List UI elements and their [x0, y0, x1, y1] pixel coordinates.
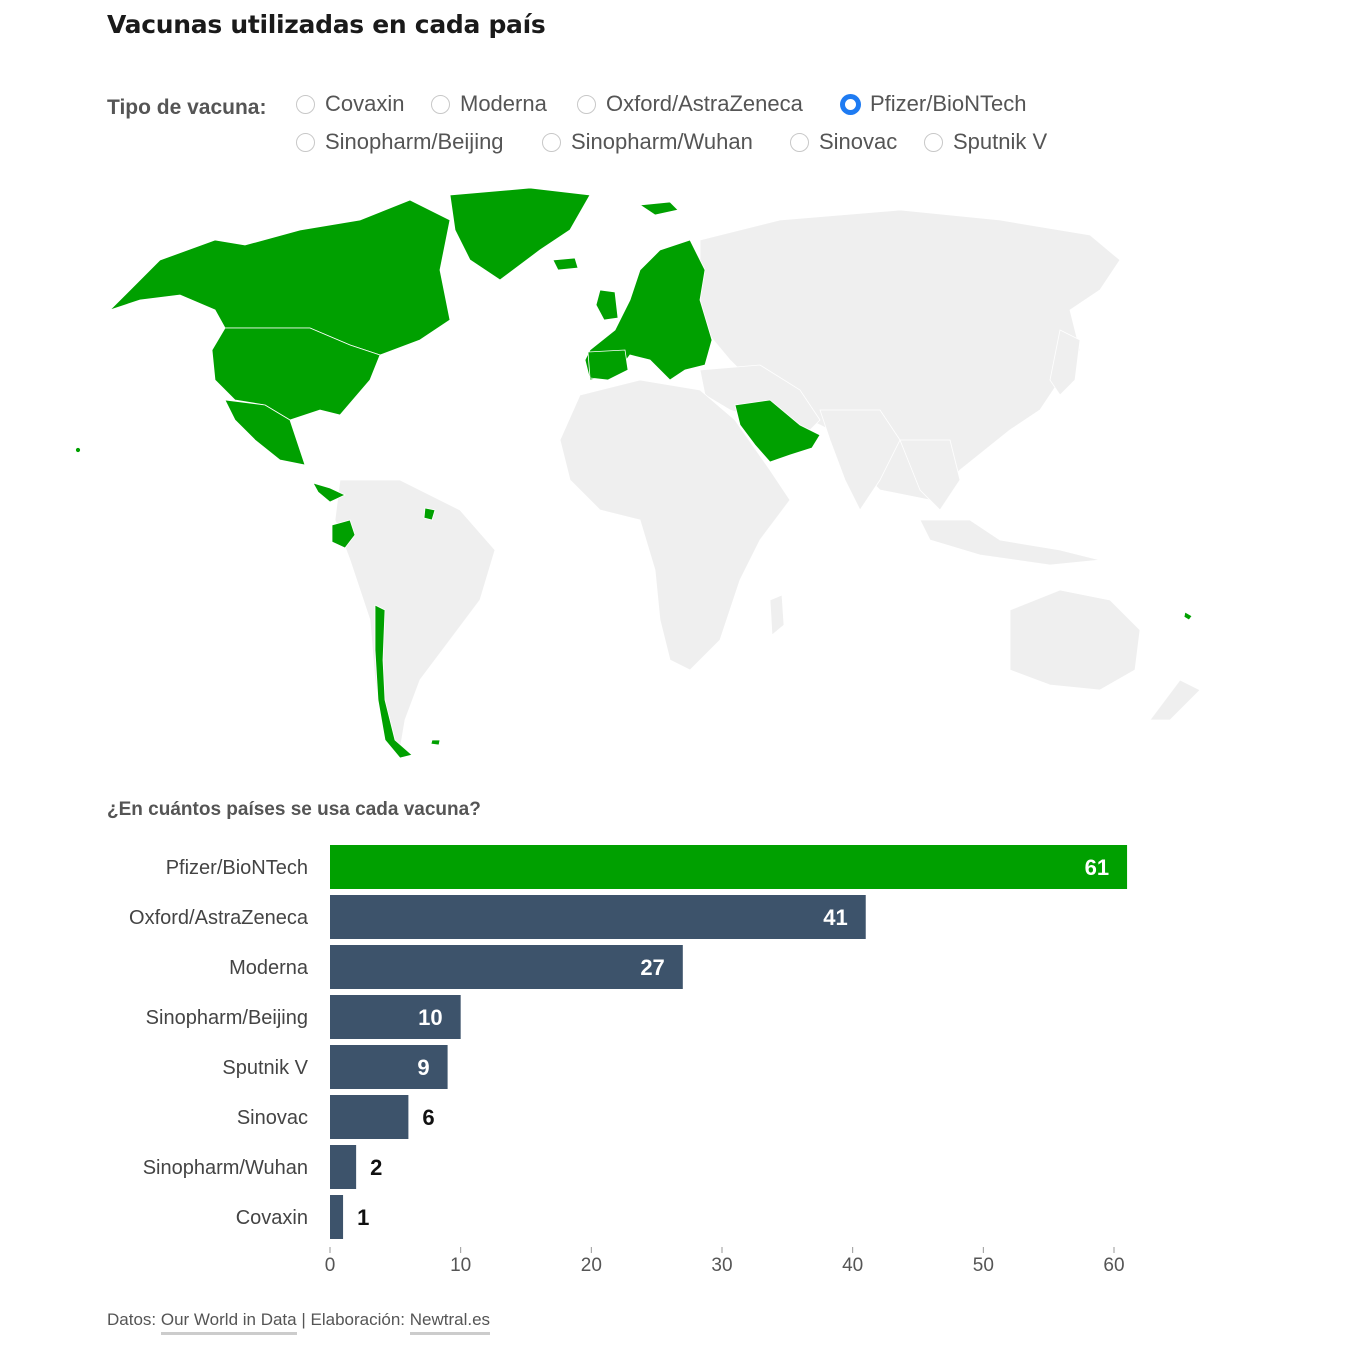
map-guyana — [423, 507, 436, 521]
map-new-zealand — [1149, 679, 1201, 721]
bar-category-label: Moderna — [229, 957, 309, 979]
radio-indicator[interactable] — [542, 132, 561, 152]
bar — [330, 1145, 357, 1189]
bar-category-label: Covaxin — [236, 1207, 308, 1229]
radio-label: Oxford/AstraZeneca — [606, 91, 803, 116]
radio-sinopharm-beijing[interactable]: Sinopharm/Beijing — [296, 129, 504, 155]
radio-indicator[interactable] — [790, 132, 809, 152]
bar-value-label: 61 — [1085, 855, 1109, 880]
bar — [330, 1045, 448, 1089]
map-usa — [211, 327, 381, 421]
x-tick-label: 0 — [325, 1255, 336, 1276]
radio-sinovac[interactable]: Sinovac — [790, 129, 897, 155]
map-indonesia — [919, 519, 1101, 566]
bar-value-label: 41 — [823, 905, 847, 930]
radio-indicator[interactable] — [431, 94, 450, 114]
datos-label: Datos: — [107, 1310, 157, 1329]
map-hawaii — [75, 447, 81, 453]
radio-label: Moderna — [460, 91, 547, 116]
map-uk — [595, 289, 619, 321]
map-japan — [1049, 329, 1081, 396]
map-australia — [1009, 589, 1141, 691]
map-africa — [559, 379, 791, 671]
radio-indicator[interactable] — [296, 132, 315, 152]
bar-value-label: 1 — [357, 1205, 369, 1230]
radio-indicator-selected[interactable] — [841, 94, 860, 114]
map-central-america — [312, 482, 346, 503]
bar-category-label: Sputnik V — [222, 1057, 308, 1079]
x-tick-label: 60 — [1103, 1255, 1124, 1276]
bar — [330, 995, 461, 1039]
radio-moderna[interactable]: Moderna — [431, 91, 547, 117]
map-fiji — [1183, 611, 1193, 621]
bar-value-label: 10 — [418, 1005, 442, 1030]
radio-pfizer-biontech[interactable]: Pfizer/BioNTech — [841, 91, 1027, 117]
radio-indicator[interactable] — [577, 94, 596, 114]
world-map — [75, 187, 1201, 759]
x-tick-label: 10 — [450, 1255, 471, 1276]
x-tick-label: 30 — [711, 1255, 732, 1276]
bar — [330, 1195, 344, 1239]
map-south-america — [334, 479, 496, 751]
elaboracion-label: Elaboración: — [310, 1310, 406, 1329]
map-india — [819, 409, 901, 511]
bar-category-label: Sinopharm/Beijing — [146, 1007, 308, 1029]
bar-value-label: 6 — [422, 1105, 434, 1130]
map-arabia — [734, 399, 821, 463]
newtral-link[interactable]: Newtral.es — [409, 1310, 491, 1335]
map-canada — [109, 199, 451, 356]
radio-label: Sinopharm/Wuhan — [571, 129, 753, 154]
map-highlighted — [75, 187, 1193, 759]
bar — [330, 895, 866, 939]
map-southeast-asia — [899, 439, 961, 511]
bar-category-label: Pfizer/BioNTech — [166, 857, 308, 879]
chart-title: Vacunas utilizadas en cada país — [107, 10, 546, 39]
bar-chart-subtitle: ¿En cuántos países se usa cada vacuna? — [107, 799, 481, 820]
bar-category-label: Sinovac — [237, 1107, 308, 1129]
bar — [330, 1095, 409, 1139]
map-madagascar — [769, 594, 785, 636]
radio-label: Sputnik V — [953, 129, 1048, 154]
map-mexico — [224, 399, 306, 466]
footer-credits: Datos: Our World in Data | Elaboración: … — [107, 1310, 491, 1335]
map-iberia — [587, 349, 629, 381]
map-falklands — [430, 739, 441, 746]
map-base — [334, 209, 1201, 751]
radio-label: Covaxin — [325, 91, 405, 116]
bar — [330, 945, 683, 989]
radio-covaxin[interactable]: Covaxin — [296, 91, 404, 117]
vaccine-type-label: Tipo de vacuna: — [107, 96, 267, 119]
x-tick-label: 20 — [581, 1255, 602, 1276]
bar-value-label: 2 — [370, 1155, 382, 1180]
map-chile — [374, 604, 413, 759]
map-iceland — [552, 257, 579, 271]
footer-separator: | — [301, 1310, 306, 1329]
x-tick-label: 40 — [842, 1255, 863, 1276]
bar-category-label: Sinopharm/Wuhan — [143, 1157, 308, 1179]
map-colombia — [331, 519, 356, 549]
radio-indicator[interactable] — [924, 132, 943, 152]
radio-indicator[interactable] — [296, 94, 315, 114]
radio-label: Sinovac — [819, 129, 898, 154]
bar-value-label: 9 — [417, 1055, 429, 1080]
x-tick-label: 50 — [973, 1255, 994, 1276]
radio-oxford-astrazeneca[interactable]: Oxford/AstraZeneca — [577, 91, 803, 117]
radio-sputnik-v[interactable]: Sputnik V — [924, 129, 1047, 155]
bar — [330, 845, 1128, 889]
radio-label: Pfizer/BioNTech — [870, 91, 1027, 116]
radio-sinopharm-wuhan[interactable]: Sinopharm/Wuhan — [542, 129, 753, 155]
radio-label: Sinopharm/Beijing — [325, 129, 504, 154]
bar-category-label: Oxford/AstraZeneca — [129, 907, 309, 929]
owid-link[interactable]: Our World in Data — [160, 1310, 297, 1335]
map-greenland — [449, 187, 591, 281]
bar-value-label: 27 — [640, 955, 664, 980]
map-svalbard — [638, 201, 679, 216]
